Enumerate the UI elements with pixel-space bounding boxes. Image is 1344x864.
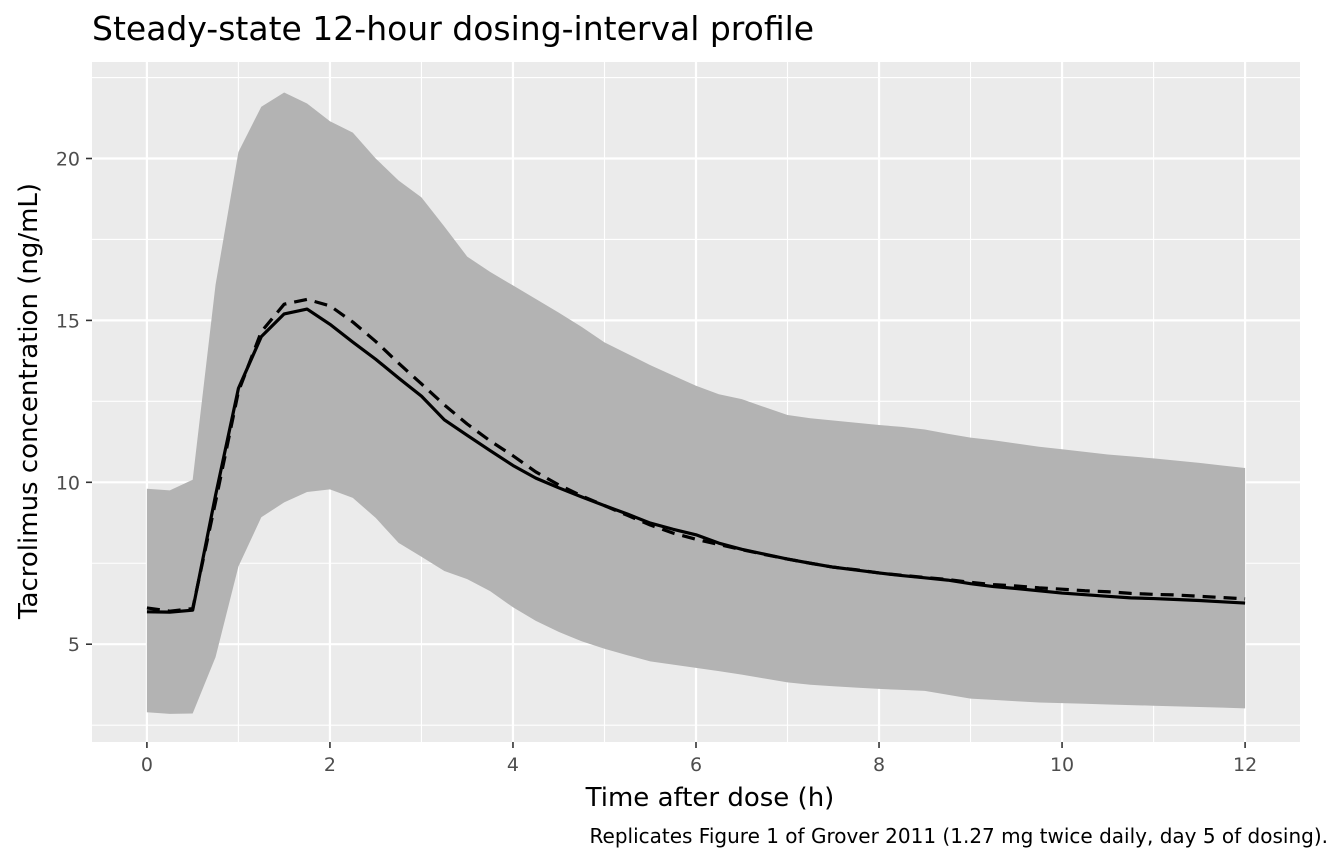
y-tick-label: 15 [56,310,80,332]
chart-title: Steady-state 12-hour dosing-interval pro… [92,9,814,48]
y-tick-label: 10 [56,472,80,494]
x-tick-label: 8 [873,754,885,776]
confidence-band [146,92,1246,714]
x-tick-label: 0 [141,754,153,776]
y-axis: 5 10 15 20 [56,148,92,656]
x-axis: 0 2 4 6 8 10 12 [141,742,1257,776]
x-tick-label: 10 [1050,754,1074,776]
series-line-solid [146,307,1246,614]
chart-caption: Replicates Figure 1 of Grover 2011 (1.27… [590,824,1328,848]
y-tick-label: 5 [68,634,80,656]
y-axis-title: Tacrolimus concentration (ng/mL) [14,183,44,620]
x-tick-label: 2 [324,754,336,776]
y-tick-label: 20 [56,148,80,170]
series-lines [146,297,1246,614]
x-tick-label: 4 [507,754,519,776]
x-tick-label: 12 [1233,754,1257,776]
series-line-dashed [146,297,1246,613]
x-tick-label: 6 [690,754,702,776]
x-axis-title: Time after dose (h) [585,783,835,813]
